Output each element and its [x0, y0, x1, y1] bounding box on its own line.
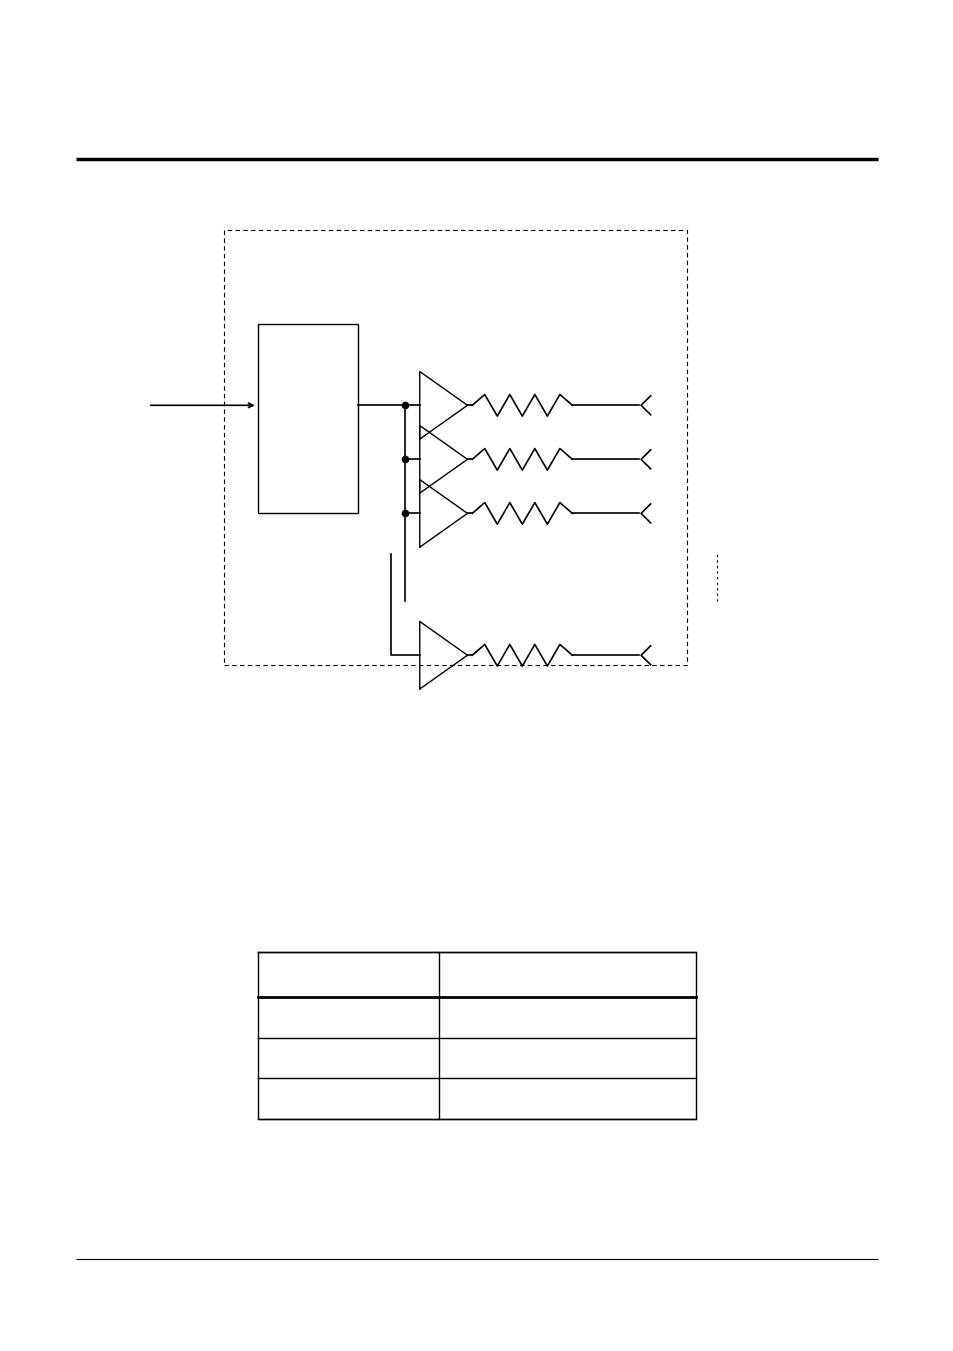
- Bar: [224, 230, 686, 665]
- Bar: [257, 324, 357, 513]
